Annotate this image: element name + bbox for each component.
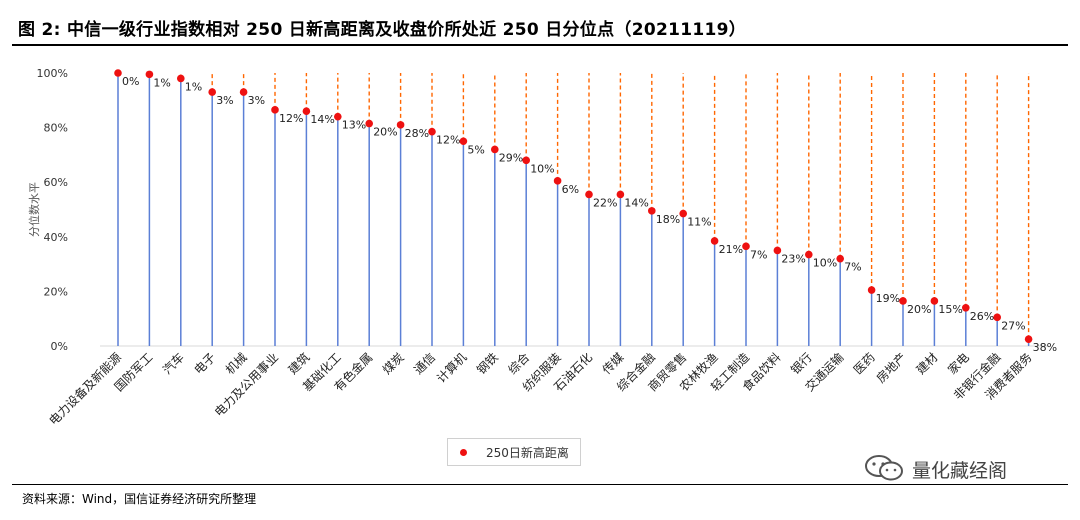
- watermark-text: 量化藏经阁: [912, 460, 1008, 482]
- y-tick-label: 0%: [51, 340, 68, 353]
- data-point: [648, 207, 656, 215]
- data-label: 26%: [970, 310, 994, 323]
- x-tick-label: 房地产: [873, 350, 909, 386]
- data-point: [773, 246, 782, 255]
- x-tick-label: 家电: [944, 350, 972, 378]
- x-tick-label: 钢铁: [474, 350, 501, 377]
- data-point: [302, 107, 311, 116]
- title-bar: 图 2: 中信一级行业指数相对 250 日新高距离及收盘价所处近 250 日分位…: [12, 6, 1068, 44]
- data-label: 0%: [122, 75, 139, 88]
- data-label: 3%: [248, 94, 265, 107]
- data-point: [805, 250, 813, 259]
- data-label: 14%: [310, 113, 334, 126]
- data-label: 6%: [562, 183, 579, 196]
- data-point: [993, 313, 1001, 322]
- x-tick-label: 电子: [191, 350, 218, 377]
- y-tick-label: 60%: [44, 176, 68, 189]
- data-point: [365, 119, 374, 128]
- source-note: 资料来源：Wind，国信证券经济研究所整理: [22, 492, 257, 506]
- data-label: 14%: [624, 196, 648, 209]
- data-label: 22%: [593, 196, 617, 209]
- data-label: 11%: [687, 216, 711, 229]
- x-tick-label: 煤炭: [380, 350, 407, 377]
- data-label: 13%: [342, 119, 366, 132]
- x-tick-label: 医药: [851, 350, 878, 377]
- data-point: [867, 286, 876, 294]
- data-label: 29%: [499, 151, 523, 164]
- plot-area: 0%20%40%60%80%100%分位数水平0%电力设备及新能源1%国防军工1…: [27, 67, 1057, 428]
- data-label: 7%: [844, 261, 861, 274]
- data-point: [616, 190, 625, 199]
- x-tick-label: 通信: [411, 350, 438, 377]
- data-point: [334, 112, 342, 121]
- data-label: 23%: [781, 252, 805, 265]
- x-tick-label: 建材: [914, 350, 941, 377]
- x-tick-label: 电力设备及新能源: [46, 350, 124, 428]
- data-point: [428, 127, 436, 136]
- data-label: 21%: [719, 243, 743, 256]
- data-label: 18%: [656, 213, 680, 226]
- data-point: [396, 121, 405, 129]
- x-tick-label: 汽车: [159, 350, 187, 378]
- y-tick-label: 80%: [44, 122, 68, 135]
- data-point: [491, 145, 499, 154]
- data-point: [208, 88, 216, 96]
- data-point: [585, 190, 593, 199]
- data-point: [239, 88, 248, 96]
- data-label: 38%: [1033, 341, 1057, 354]
- y-tick-label: 20%: [44, 285, 68, 298]
- watermark: 量化藏经阁: [864, 452, 1064, 486]
- legend-label: 250日新高距离: [486, 446, 569, 460]
- x-tick-label: 建筑: [285, 350, 313, 378]
- data-label: 10%: [813, 257, 837, 270]
- data-point: [145, 70, 154, 79]
- data-label: 12%: [436, 134, 460, 147]
- legend: 250日新高距离: [447, 438, 581, 466]
- data-label: 1%: [153, 76, 170, 89]
- legend-marker-icon: [460, 449, 467, 456]
- title-rule: [12, 44, 1068, 46]
- data-point: [930, 297, 939, 305]
- data-label: 7%: [750, 248, 767, 261]
- data-point: [177, 74, 185, 83]
- data-label: 28%: [405, 127, 429, 140]
- data-point: [1024, 335, 1033, 343]
- footer-rule: [12, 484, 1068, 485]
- data-point: [459, 137, 468, 146]
- data-label: 10%: [530, 162, 554, 175]
- data-label: 27%: [1001, 319, 1025, 332]
- x-tick-label: 机械: [222, 350, 250, 378]
- data-point: [742, 242, 750, 251]
- x-tick-label: 综合: [505, 350, 533, 378]
- x-tick-label: 传媒: [599, 350, 627, 378]
- data-point: [710, 237, 719, 245]
- y-tick-label: 100%: [37, 67, 68, 80]
- data-label: 5%: [467, 143, 484, 156]
- data-point: [962, 303, 970, 312]
- x-tick-label: 计算机: [433, 350, 469, 386]
- data-point: [553, 177, 562, 185]
- data-point: [836, 254, 844, 263]
- data-label: 20%: [907, 303, 931, 316]
- x-tick-label: 银行: [788, 350, 815, 377]
- y-axis-label: 分位数水平: [27, 182, 41, 237]
- data-label: 12%: [279, 112, 303, 125]
- data-point: [114, 69, 122, 77]
- data-label: 19%: [876, 292, 900, 305]
- data-label: 15%: [938, 303, 962, 316]
- data-label: 3%: [216, 94, 233, 107]
- data-label: 1%: [185, 80, 202, 93]
- data-point: [899, 297, 907, 305]
- data-point: [271, 106, 279, 114]
- data-point: [679, 209, 687, 218]
- figure-title: 图 2: 中信一级行业指数相对 250 日新高距离及收盘价所处近 250 日分位…: [18, 20, 747, 40]
- wechat-icon: [865, 455, 903, 481]
- y-tick-label: 40%: [44, 231, 68, 244]
- data-point: [522, 156, 530, 165]
- data-label: 20%: [373, 126, 397, 139]
